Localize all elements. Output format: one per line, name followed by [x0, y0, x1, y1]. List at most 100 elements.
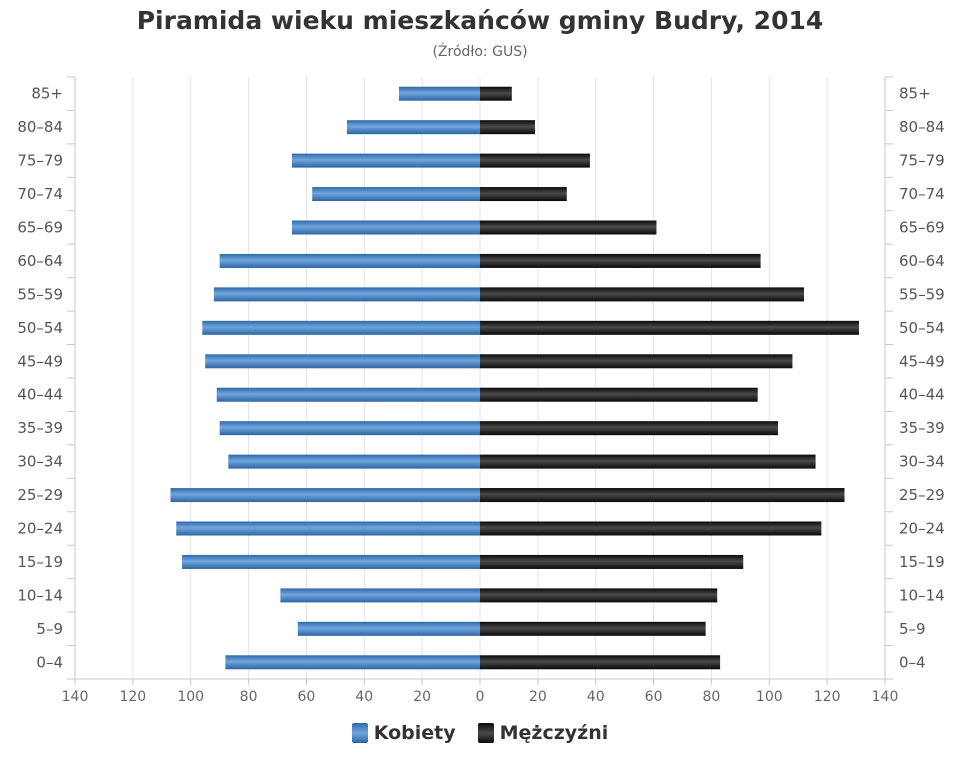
- legend-swatch-kobiety: [351, 723, 368, 743]
- x-tick-label: 40: [587, 689, 605, 705]
- category-label-left: 70–74: [17, 185, 63, 203]
- category-label-right: 45–49: [899, 352, 945, 370]
- bar-kobiety: [202, 320, 481, 335]
- category-label-left: 55–59: [17, 285, 63, 303]
- x-tick-label: 0: [476, 689, 485, 705]
- category-label-left: 10–14: [17, 586, 63, 604]
- x-tick-label: 100: [756, 689, 783, 705]
- category-label-left: 50–54: [17, 319, 63, 337]
- category-label-right: 10–14: [899, 586, 945, 604]
- x-tick-label: 100: [177, 689, 204, 705]
- bar-kobiety: [219, 253, 480, 268]
- bar-mezczyzni: [480, 287, 804, 302]
- bar-kobiety: [291, 220, 480, 235]
- bar-kobiety: [312, 187, 480, 202]
- category-label-right: 0–4: [899, 653, 926, 671]
- category-label-right: 80–84: [899, 118, 945, 136]
- category-label-right: 50–54: [899, 319, 945, 337]
- x-tick-label: 40: [355, 689, 373, 705]
- bar-kobiety: [216, 387, 480, 402]
- legend-label-mezczyzni: Mężczyźni: [499, 722, 609, 744]
- bar-mezczyzni: [480, 153, 590, 168]
- bar-kobiety: [213, 287, 480, 302]
- bar-mezczyzni: [480, 521, 822, 536]
- bar-mezczyzni: [480, 253, 761, 268]
- legend-swatch-mezczyzni: [477, 723, 494, 743]
- labels-layer: 140 120 100 80 60 40 20 0 20 40 60 80 100 120 140 85+ 85…: [17, 85, 944, 705]
- category-label-left: 85+: [31, 85, 63, 103]
- bar-kobiety: [182, 554, 481, 569]
- bar-kobiety: [219, 421, 480, 436]
- bar-kobiety: [399, 86, 480, 101]
- x-tick-label: 60: [298, 689, 316, 705]
- bar-mezczyzni: [480, 454, 816, 469]
- category-label-left: 30–34: [17, 453, 63, 471]
- category-label-left: 65–69: [17, 219, 63, 237]
- category-label-left: 40–44: [17, 386, 63, 404]
- bar-mezczyzni: [480, 655, 721, 670]
- category-label-right: 20–24: [899, 520, 945, 538]
- x-tick-label: 120: [814, 689, 841, 705]
- grid-layer: [67, 76, 893, 685]
- category-label-left: 15–19: [17, 553, 63, 571]
- category-label-left: 80–84: [17, 118, 63, 136]
- bar-mezczyzni: [480, 421, 778, 436]
- category-label-right: 30–34: [899, 453, 945, 471]
- bar-mezczyzni: [480, 488, 845, 503]
- category-label-right: 55–59: [899, 285, 945, 303]
- bar-mezczyzni: [480, 588, 718, 603]
- bar-kobiety: [170, 488, 480, 503]
- x-tick-label: 80: [240, 689, 258, 705]
- bar-kobiety: [205, 354, 480, 369]
- legend-item-kobiety[interactable]: Kobiety: [351, 722, 456, 744]
- bar-kobiety: [228, 454, 480, 469]
- bar-mezczyzni: [480, 187, 567, 202]
- category-label-right: 15–19: [899, 553, 945, 571]
- x-tick-label: 60: [645, 689, 663, 705]
- category-label-right: 5–9: [899, 620, 926, 638]
- bar-mezczyzni: [480, 554, 744, 569]
- x-tick-label: 120: [119, 689, 146, 705]
- bar-mezczyzni: [480, 354, 793, 369]
- category-label-left: 0–4: [36, 653, 63, 671]
- category-label-right: 85+: [899, 85, 931, 103]
- bar-kobiety: [297, 621, 480, 636]
- category-label-right: 25–29: [899, 486, 945, 504]
- bar-kobiety: [176, 521, 480, 536]
- bar-mezczyzni: [480, 220, 657, 235]
- x-tick-label: 20: [529, 689, 547, 705]
- category-label-right: 75–79: [899, 152, 945, 170]
- x-tick-label: 20: [413, 689, 431, 705]
- bar-kobiety: [346, 120, 480, 135]
- category-label-right: 70–74: [899, 185, 945, 203]
- bar-mezczyzni: [480, 387, 758, 402]
- category-label-right: 40–44: [899, 386, 945, 404]
- category-label-right: 60–64: [899, 252, 945, 270]
- legend-label-kobiety: Kobiety: [373, 722, 456, 744]
- bar-kobiety: [291, 153, 480, 168]
- x-tick-label: 80: [703, 689, 721, 705]
- bar-mezczyzni: [480, 86, 512, 101]
- category-label-left: 75–79: [17, 152, 63, 170]
- bars-layer: [170, 86, 859, 670]
- category-label-left: 20–24: [17, 520, 63, 538]
- x-tick-label: 140: [872, 689, 899, 705]
- category-label-right: 65–69: [899, 219, 945, 237]
- bar-kobiety: [225, 655, 480, 670]
- chart-subtitle: (Źródło: GUS): [432, 44, 528, 60]
- category-label-left: 35–39: [17, 419, 63, 437]
- category-label-left: 60–64: [17, 252, 63, 270]
- legend: Kobiety Mężczyźni: [0, 722, 960, 744]
- bar-mezczyzni: [480, 320, 859, 335]
- category-label-left: 45–49: [17, 352, 63, 370]
- legend-item-mezczyzni[interactable]: Mężczyźni: [477, 722, 609, 744]
- bar-mezczyzni: [480, 621, 706, 636]
- bar-mezczyzni: [480, 120, 535, 135]
- x-tick-label: 140: [62, 689, 89, 705]
- category-label-left: 5–9: [36, 620, 63, 638]
- category-label-right: 35–39: [899, 419, 945, 437]
- bar-kobiety: [280, 588, 480, 603]
- chart-title: Piramida wieku mieszkańców gminy Budry, …: [136, 6, 824, 35]
- category-label-left: 25–29: [17, 486, 63, 504]
